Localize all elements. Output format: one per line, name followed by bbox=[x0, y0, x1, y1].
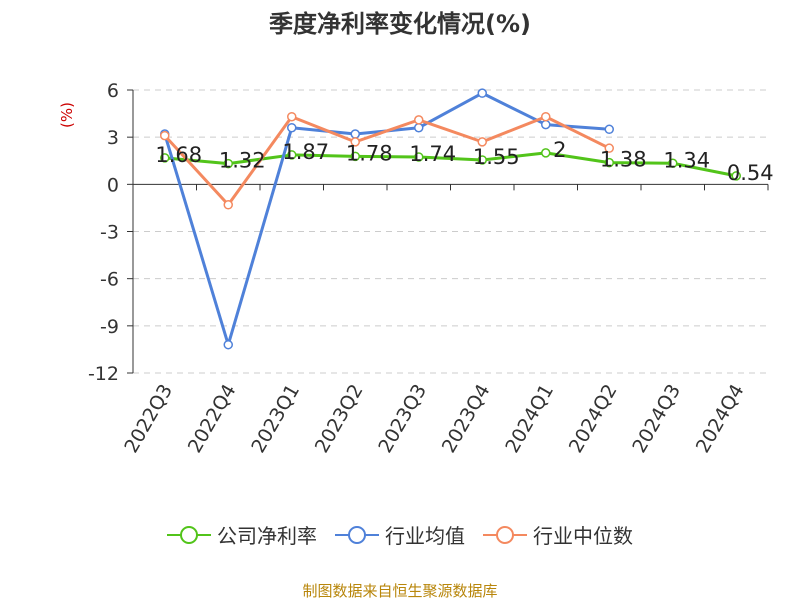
x-tick-label: 2024Q4 bbox=[692, 381, 749, 457]
data-point bbox=[287, 122, 297, 133]
data-label: 1.55 bbox=[473, 145, 520, 169]
legend-line-circle-icon bbox=[335, 525, 379, 544]
data-point bbox=[477, 137, 487, 147]
gridlines bbox=[133, 89, 768, 374]
legend-label: 公司净利率 bbox=[217, 524, 317, 548]
data-label: 0.54 bbox=[727, 161, 774, 185]
y-tick-label: -6 bbox=[100, 269, 119, 291]
legend-item-industry-avg[interactable]: 行业均值 bbox=[335, 520, 465, 549]
data-point bbox=[160, 153, 170, 163]
data-point bbox=[414, 152, 424, 162]
data-point bbox=[223, 339, 233, 350]
chart-title: 季度净利率变化情况(%) bbox=[269, 10, 531, 38]
x-tick-label: 2023Q2 bbox=[311, 381, 368, 457]
data-point bbox=[668, 158, 678, 169]
x-tick-label: 2022Q4 bbox=[184, 381, 241, 457]
data-point bbox=[350, 151, 360, 162]
legend-item-industry-median[interactable]: 行业中位数 bbox=[483, 520, 633, 549]
data-label: 1.78 bbox=[346, 141, 393, 165]
x-tick-label: 2024Q2 bbox=[565, 381, 622, 457]
data-point bbox=[477, 155, 487, 165]
y-tick-label: -3 bbox=[100, 222, 119, 244]
y-tick-label: 3 bbox=[107, 127, 119, 149]
data-label: 1.38 bbox=[600, 148, 647, 172]
y-tick-label: -9 bbox=[100, 316, 119, 338]
data-point bbox=[287, 111, 297, 122]
data-point bbox=[477, 88, 487, 98]
legend: 公司净利率 行业均值 行业中位数 bbox=[0, 520, 800, 549]
data-point bbox=[604, 124, 614, 135]
data-label: 1.68 bbox=[155, 143, 202, 167]
data-point bbox=[604, 143, 614, 153]
legend-label: 行业均值 bbox=[385, 524, 465, 548]
data-point bbox=[541, 148, 551, 158]
x-tick-label: 2022Q3 bbox=[120, 381, 177, 457]
series-line bbox=[163, 115, 610, 207]
data-point bbox=[160, 130, 170, 141]
legend-item-company[interactable]: 公司净利率 bbox=[167, 520, 317, 549]
series-lines bbox=[160, 88, 741, 350]
legend-line-circle-icon bbox=[483, 525, 527, 544]
data-point bbox=[604, 157, 614, 168]
y-tick-label: 6 bbox=[107, 80, 119, 102]
x-tick-label: 2023Q3 bbox=[374, 381, 431, 457]
x-tick-label: 2024Q1 bbox=[501, 381, 558, 457]
data-label: 1.34 bbox=[663, 148, 710, 172]
data-point bbox=[541, 111, 551, 122]
legend-label: 行业中位数 bbox=[533, 524, 633, 548]
data-point bbox=[541, 119, 551, 130]
legend-line-circle-icon bbox=[167, 525, 211, 544]
data-point bbox=[223, 158, 233, 169]
data-point bbox=[350, 129, 360, 139]
data-label: 2 bbox=[553, 138, 566, 162]
data-point bbox=[350, 137, 360, 147]
x-tick-label: 2023Q4 bbox=[438, 381, 495, 457]
data-labels: 1.68 1.32 1.87 1.78 1.74 1.55 2 1.38 1.34 0.54 bbox=[155, 138, 773, 185]
data-point bbox=[287, 150, 297, 160]
data-point bbox=[414, 122, 424, 133]
data-label: 1.32 bbox=[219, 149, 266, 173]
data-label: 1.74 bbox=[409, 142, 456, 166]
source-footer: 制图数据来自恒生聚源数据库 bbox=[302, 582, 498, 600]
x-tick-label: 2023Q1 bbox=[247, 381, 304, 457]
x-tick-label: 2024Q3 bbox=[628, 381, 685, 457]
y-tick-label: -12 bbox=[88, 363, 119, 385]
y-tick-label: 0 bbox=[107, 174, 119, 196]
data-label: 1.87 bbox=[282, 140, 329, 164]
data-point bbox=[223, 200, 233, 210]
data-point bbox=[414, 115, 424, 125]
data-point bbox=[731, 171, 741, 181]
